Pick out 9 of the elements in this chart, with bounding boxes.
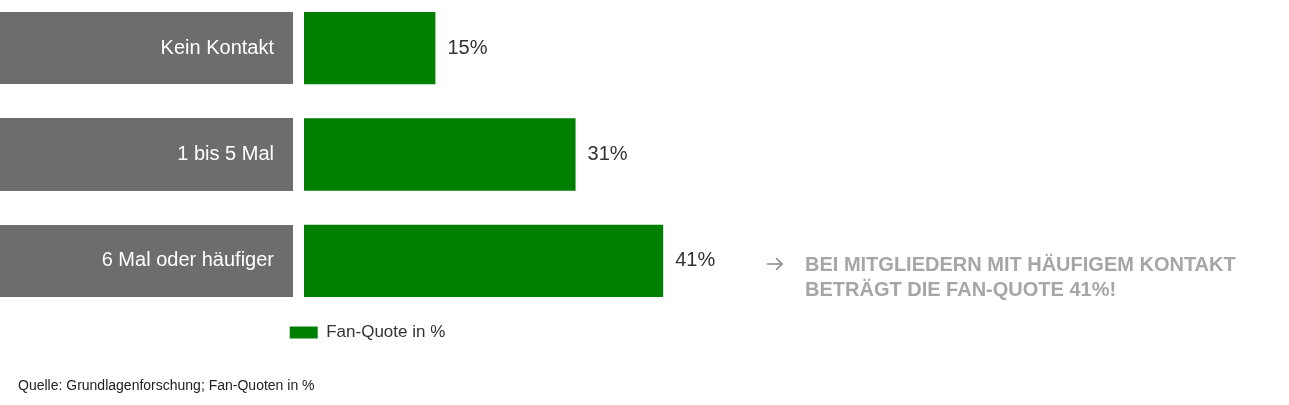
data-label: 41% xyxy=(675,248,716,271)
y-tick-label: 6 Mal oder häufiger xyxy=(101,248,275,271)
data-label: 15% xyxy=(447,35,488,58)
text: BEI MITGLIEDERN MIT HÄUFIGEM KONTAKT BETRÄGT DIE FAN-QUOTE 41%! xyxy=(805,252,1237,302)
legend-label: Fan-Quote in % xyxy=(326,322,446,342)
data-label: 31% xyxy=(587,142,628,165)
y-tick-label: 1 bis 5 Mal xyxy=(177,142,274,165)
source-note: Quelle: Grundlagenforschung; Fan-Quoten in % xyxy=(18,377,315,393)
y-tick-label: Kein Kontakt xyxy=(160,35,275,58)
